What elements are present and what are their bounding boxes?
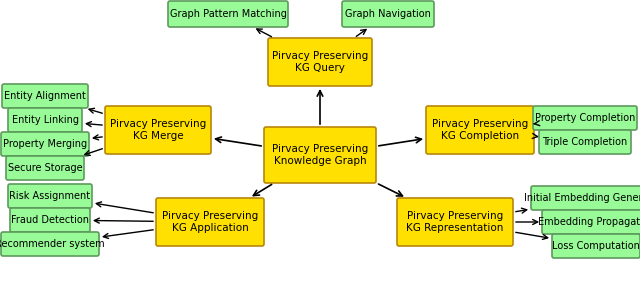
Text: Pirvacy Preserving
KG Query: Pirvacy Preserving KG Query xyxy=(272,51,368,73)
FancyBboxPatch shape xyxy=(533,106,637,130)
FancyBboxPatch shape xyxy=(264,127,376,183)
Text: Property Merging: Property Merging xyxy=(3,139,87,149)
FancyBboxPatch shape xyxy=(397,198,513,246)
FancyBboxPatch shape xyxy=(539,130,631,154)
Text: Embedding Propagation: Embedding Propagation xyxy=(538,217,640,227)
Text: Pirvacy Preserving
KG Representation: Pirvacy Preserving KG Representation xyxy=(406,211,504,233)
FancyBboxPatch shape xyxy=(2,84,88,108)
Text: Recommender system: Recommender system xyxy=(0,239,105,249)
FancyBboxPatch shape xyxy=(268,38,372,86)
Text: Pirvacy Preserving
KG Merge: Pirvacy Preserving KG Merge xyxy=(110,119,206,141)
FancyBboxPatch shape xyxy=(8,108,82,132)
FancyBboxPatch shape xyxy=(342,1,434,27)
Text: Pirvacy Preserving
KG Application: Pirvacy Preserving KG Application xyxy=(162,211,258,233)
FancyBboxPatch shape xyxy=(8,184,92,208)
FancyBboxPatch shape xyxy=(531,186,640,210)
FancyBboxPatch shape xyxy=(1,132,89,156)
Text: Risk Assignment: Risk Assignment xyxy=(10,191,91,201)
FancyBboxPatch shape xyxy=(168,1,288,27)
Text: Property Completion: Property Completion xyxy=(535,113,635,123)
FancyBboxPatch shape xyxy=(6,156,84,180)
Text: Entity Alignment: Entity Alignment xyxy=(4,91,86,101)
FancyBboxPatch shape xyxy=(426,106,534,154)
Text: Triple Completion: Triple Completion xyxy=(542,137,628,147)
Text: Secure Storage: Secure Storage xyxy=(8,163,83,173)
FancyBboxPatch shape xyxy=(542,210,640,234)
Text: Graph Navigation: Graph Navigation xyxy=(345,9,431,19)
Text: Initial Embedding Generation: Initial Embedding Generation xyxy=(524,193,640,203)
FancyBboxPatch shape xyxy=(105,106,211,154)
FancyBboxPatch shape xyxy=(156,198,264,246)
Text: Graph Pattern Matching: Graph Pattern Matching xyxy=(170,9,287,19)
Text: Fraud Detection: Fraud Detection xyxy=(11,215,89,225)
Text: Pirvacy Preserving
KG Completion: Pirvacy Preserving KG Completion xyxy=(432,119,528,141)
FancyBboxPatch shape xyxy=(10,208,90,232)
Text: Entity Linking: Entity Linking xyxy=(12,115,79,125)
Text: Pirvacy Preserving
Knowledge Graph: Pirvacy Preserving Knowledge Graph xyxy=(272,144,368,166)
FancyBboxPatch shape xyxy=(1,232,99,256)
FancyBboxPatch shape xyxy=(552,234,640,258)
Text: Loss Computation: Loss Computation xyxy=(552,241,640,251)
